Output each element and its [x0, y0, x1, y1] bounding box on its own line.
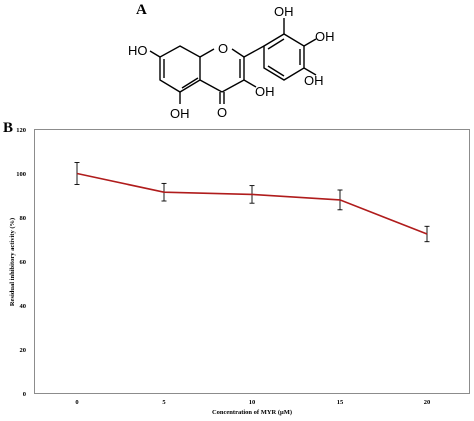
x-axis-ticks: 0 5 10 15 20	[75, 399, 430, 406]
y-tick-label: 80	[20, 215, 27, 222]
y-tick-label: 60	[20, 259, 27, 266]
panel-label-a: A	[136, 2, 147, 18]
y-tick-label: 20	[20, 347, 27, 354]
series-line	[76, 172, 428, 235]
bond-c2-c1prime	[243, 45, 265, 58]
x-tick-label: 20	[424, 399, 431, 406]
y-axis-ticks: 0 20 40 60 80 100 120	[16, 127, 26, 398]
line-chart: 0 20 40 60 80 100 120 0 5 10 15 20 Concentration o…	[9, 127, 470, 416]
bond-oh-left	[149, 50, 161, 58]
bond-oh-c3	[243, 79, 257, 88]
y-tick-label: 40	[20, 303, 27, 310]
ring-a-double-bond-2	[181, 77, 199, 89]
atom-carbonyl-o: O	[217, 105, 227, 120]
y-tick-label: 0	[23, 391, 26, 398]
bond-oh-right	[303, 38, 317, 47]
x-tick-label: 15	[337, 399, 344, 406]
atom-ring-o: O	[218, 41, 228, 56]
ring-b-double-1	[267, 38, 285, 50]
error-bars	[74, 162, 430, 243]
bond-oh-para	[303, 67, 317, 76]
y-tick-label: 120	[16, 127, 26, 134]
molecule-atom-labels: OH OH OH HO OH OH O O	[128, 4, 335, 121]
molecule-structure	[149, 18, 317, 104]
atom-oh-c3: OH	[255, 84, 275, 99]
ring-b-double-3	[267, 65, 285, 77]
ring-a	[159, 45, 201, 93]
y-axis-title: Residual inhibitory activity (%)	[9, 218, 16, 306]
bond-o1-c2	[231, 48, 245, 58]
bond-c4-c4a	[199, 79, 223, 93]
panel-label-b: B	[3, 120, 14, 136]
bond-c3-c4	[221, 79, 245, 93]
x-tick-label: 0	[75, 399, 78, 406]
x-axis-title: Concentration of MYR (μM)	[212, 409, 292, 416]
y-tick-label: 100	[16, 171, 26, 178]
atom-ho-left: HO	[128, 43, 148, 58]
x-tick-label: 10	[249, 399, 256, 406]
chart-frame	[34, 129, 470, 394]
atom-oh-right: OH	[315, 29, 335, 44]
atom-oh-top: OH	[274, 4, 294, 19]
bond-c8a-o1	[199, 48, 215, 58]
atom-oh-bottom: OH	[170, 106, 190, 121]
x-tick-label: 5	[162, 399, 166, 406]
atom-oh-para: OH	[304, 73, 324, 88]
ring-b	[263, 33, 305, 81]
